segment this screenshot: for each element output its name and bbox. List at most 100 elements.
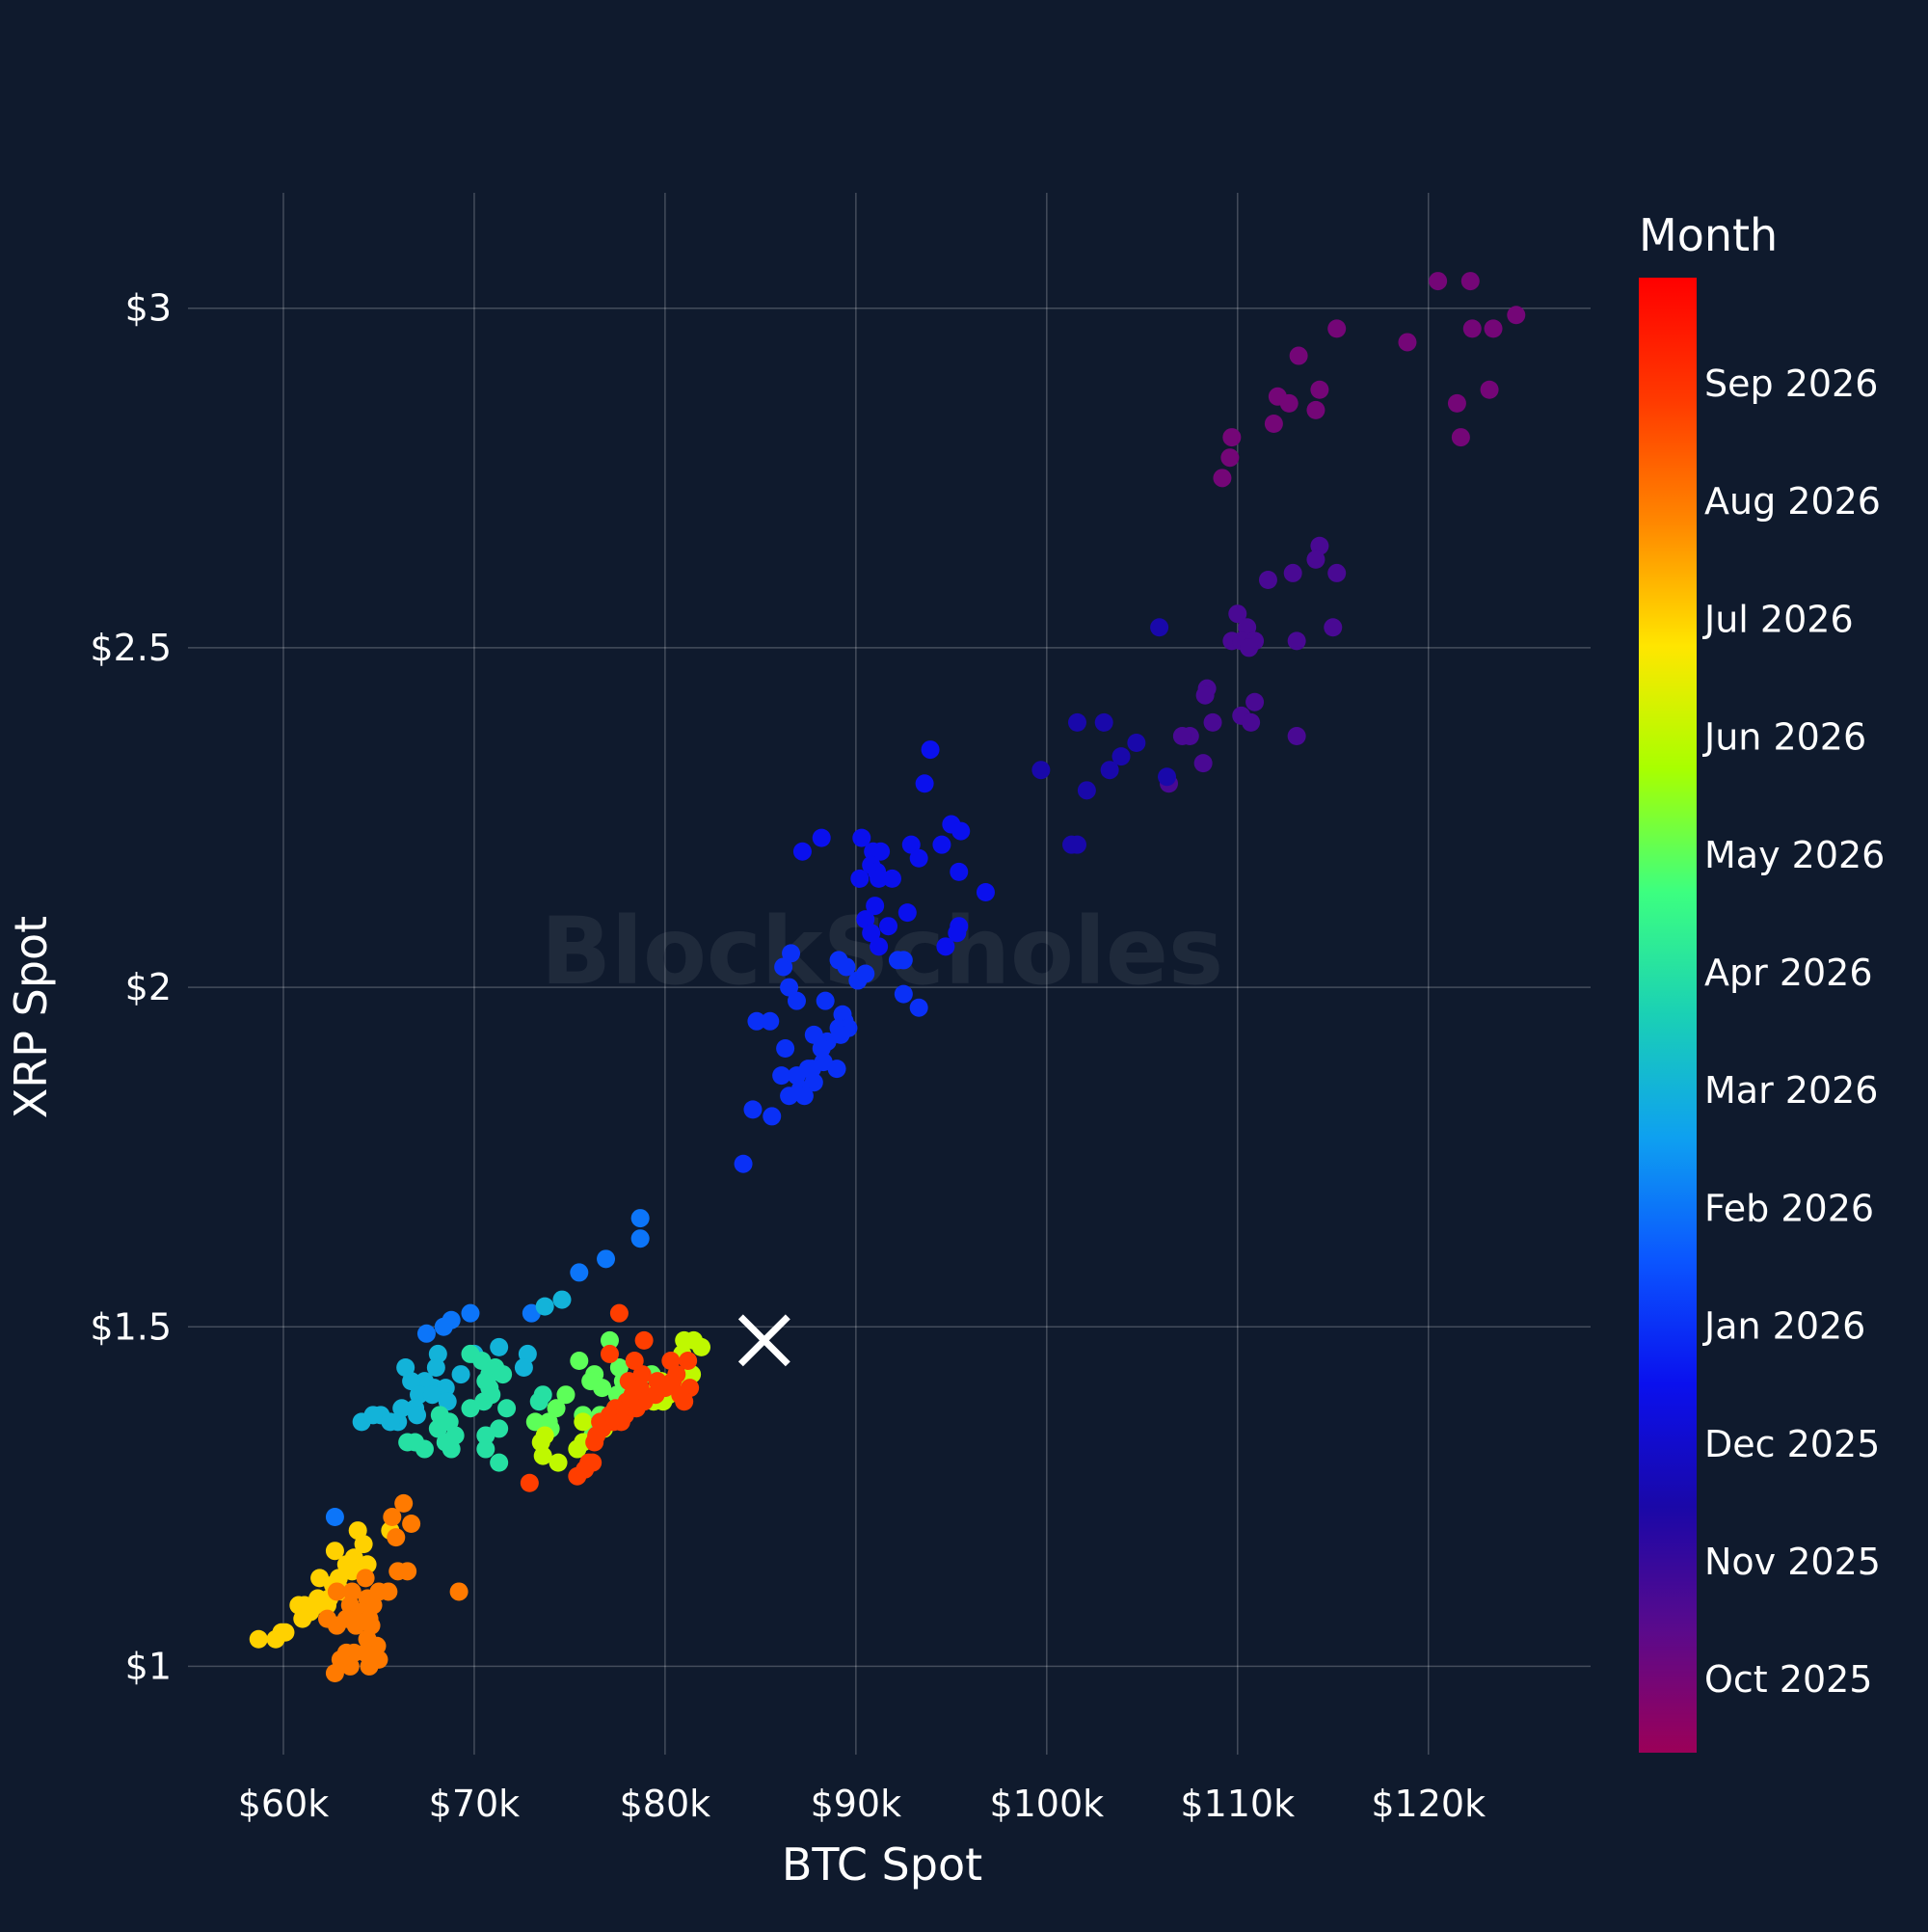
scatter-point (600, 1344, 619, 1363)
scatter-point (494, 1365, 513, 1384)
x-tick-label: $70k (429, 1783, 521, 1825)
scatter-point (461, 1303, 480, 1323)
scatter-point (856, 964, 875, 983)
scatter-point (1484, 319, 1503, 338)
scatter-point (547, 1399, 566, 1418)
colorbar-tick-label: Feb 2026 (1704, 1187, 1874, 1229)
scatter-point (782, 944, 801, 963)
y-tick-label: $1 (125, 1645, 172, 1687)
scatter-point (327, 1616, 346, 1635)
scatter-point (520, 1473, 539, 1492)
scatter-point (342, 1582, 362, 1601)
scatter-point (1150, 618, 1169, 637)
scatter-point (1240, 638, 1259, 657)
scatter-point (531, 1433, 550, 1452)
scatter-point (774, 957, 793, 977)
scatter-point (476, 1439, 495, 1459)
scatter-point (398, 1562, 417, 1581)
scatter-point (675, 1392, 694, 1411)
scatter-point (827, 1060, 846, 1079)
scatter-point (1067, 712, 1086, 732)
scatter-point (402, 1372, 421, 1391)
colorbar (1639, 278, 1697, 1753)
scatter-point (1228, 604, 1247, 624)
scatter-point (780, 978, 799, 997)
scatter-point (266, 1629, 285, 1649)
scatter-point (318, 1596, 337, 1615)
scatter-point (1094, 712, 1113, 732)
scatter-point (490, 1453, 509, 1472)
scatter-point (1242, 712, 1261, 732)
scatter-point (1327, 563, 1347, 582)
scatter-point (593, 1379, 612, 1398)
scatter-point (449, 1582, 469, 1601)
scatter-point (734, 1154, 753, 1173)
scatter-point (1279, 393, 1299, 413)
scatter-point (772, 1066, 791, 1086)
x-marker-stroke (737, 1314, 790, 1367)
colorbar-tick-label: Mar 2026 (1704, 1069, 1878, 1112)
scatter-point (812, 1038, 831, 1058)
scatter-point (1310, 380, 1329, 399)
scatter-point (850, 869, 870, 888)
scatter-point (763, 1107, 782, 1126)
scatter-point (761, 1011, 780, 1031)
scatter-point (1462, 319, 1482, 338)
scatter-point (1031, 761, 1051, 780)
scatter-point (1287, 631, 1306, 651)
scatter-point (570, 1263, 589, 1282)
scatter-point (1289, 346, 1308, 365)
scatter-point (570, 1351, 589, 1370)
scatter-point (416, 1324, 436, 1343)
scatter-point (1306, 400, 1326, 419)
scatter-point (909, 848, 928, 868)
scatter-point (634, 1330, 654, 1350)
scatter-point (356, 1569, 375, 1588)
scatter-point (1077, 781, 1096, 800)
scatter-point (325, 1663, 344, 1682)
scatter-point (894, 984, 913, 1004)
scatter-point (325, 1542, 344, 1561)
scatter-point (379, 1582, 398, 1601)
axis-layer: $60k $70k $80k $90k $100k $110k $120k $1 $1.5 $2 $… (90, 287, 1486, 1825)
scatter-point (422, 1385, 442, 1405)
scatter-point (497, 1399, 517, 1418)
scatter-point (794, 1087, 814, 1106)
scatter-point (1213, 469, 1232, 488)
scatter-point (915, 774, 934, 793)
x-tick-label: $60k (238, 1783, 330, 1825)
scatter-point (1195, 685, 1215, 705)
scatter-point (490, 1337, 509, 1356)
y-axis-title: XRP Spot (5, 916, 57, 1118)
scatter-point (1193, 754, 1213, 773)
y-tick-label: $3 (125, 287, 172, 330)
scatter-point (630, 1209, 650, 1228)
colorbar-tick-label: Jun 2026 (1702, 716, 1866, 759)
y-tick-label: $2.5 (90, 627, 172, 669)
scatter-point (866, 897, 885, 916)
scatter-point (1451, 428, 1470, 447)
scatter-point (1111, 747, 1131, 766)
scatter-point (535, 1297, 554, 1316)
scatter-point (1127, 734, 1146, 753)
scatter-point (360, 1656, 379, 1676)
scatter-point (568, 1466, 587, 1486)
scatter-point (792, 842, 812, 861)
scatter-point (327, 1582, 346, 1601)
x-tick-label: $90k (811, 1783, 902, 1825)
scatter-point (1264, 414, 1283, 433)
colorbar-tick-label: Jul 2026 (1702, 598, 1854, 640)
y-tick-label: $1.5 (90, 1305, 172, 1348)
scatter-point (870, 937, 889, 956)
scatter-point (679, 1351, 698, 1370)
scatter-point (894, 951, 913, 970)
scatter-point (870, 869, 889, 888)
scatter-point (812, 828, 831, 847)
scatter-point (363, 1406, 383, 1425)
scatter-point (611, 1412, 630, 1432)
scatter-point (426, 1358, 445, 1378)
scatter-point (387, 1528, 406, 1547)
scatter-point (529, 1392, 549, 1411)
scatter-point (461, 1399, 480, 1418)
